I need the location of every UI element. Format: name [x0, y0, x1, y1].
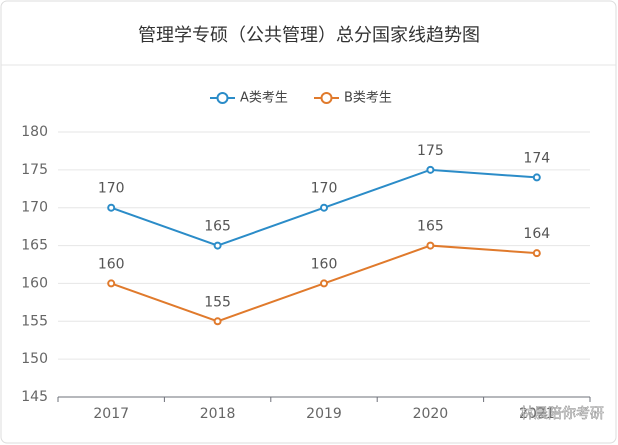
point [426, 165, 435, 174]
point [213, 317, 222, 326]
data-label: 164 [523, 226, 550, 242]
y-tick-label: 170 [21, 200, 48, 216]
point [107, 203, 116, 212]
point [320, 279, 328, 288]
point [532, 173, 541, 182]
point [426, 241, 435, 250]
legend-label: A类考生 [240, 91, 288, 106]
data-label: 170 [98, 181, 125, 197]
legend-label: B类考生 [344, 91, 392, 106]
y-tick-label: 145 [21, 389, 48, 405]
legend-marker [320, 92, 333, 104]
point [213, 241, 222, 250]
point [320, 203, 328, 212]
data-label: 165 [417, 219, 444, 235]
y-tick-label: 155 [21, 313, 48, 329]
y-tick-label: 160 [21, 275, 48, 291]
x-tick-label: 2021 [519, 406, 555, 422]
point [532, 249, 541, 258]
y-tick-label: 165 [21, 238, 48, 254]
data-label: 165 [204, 219, 231, 235]
data-label: 175 [417, 143, 444, 159]
data-label: 160 [98, 256, 125, 272]
y-tick-label: 175 [21, 162, 48, 178]
x-tick-label: 2019 [306, 406, 342, 422]
x-tick-label: 2020 [413, 406, 449, 422]
watermark: 林晨陪你考研 [520, 406, 604, 422]
data-label: 160 [311, 256, 338, 272]
chart-title: 管理学专硕（公共管理）总分国家线趋势图 [138, 25, 480, 46]
data-label: 155 [204, 294, 231, 310]
y-tick-label: 150 [21, 351, 48, 367]
point [107, 279, 116, 288]
x-tick-label: 2017 [93, 406, 129, 422]
legend-marker [216, 92, 229, 104]
x-tick-label: 2018 [200, 406, 236, 422]
data-label: 174 [523, 150, 550, 166]
y-tick-label: 180 [21, 124, 48, 140]
data-label: 170 [311, 181, 338, 197]
